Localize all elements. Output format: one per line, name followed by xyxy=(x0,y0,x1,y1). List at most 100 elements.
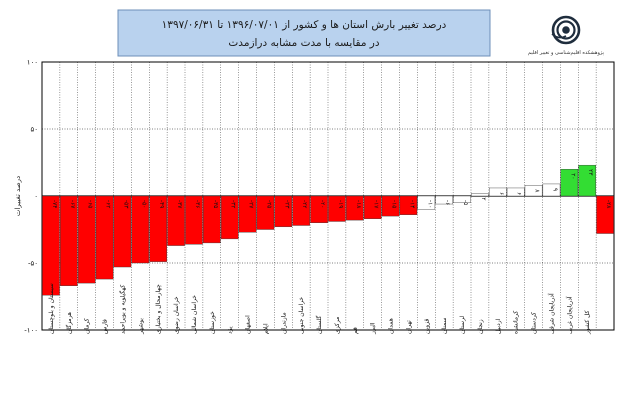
category-label: تهران xyxy=(405,320,412,334)
value-label: -۱۹ xyxy=(337,200,343,208)
category-label: کل کشور xyxy=(584,310,591,335)
bar xyxy=(489,187,507,197)
value-label: -۶۲ xyxy=(105,200,111,208)
value-label: -۶ xyxy=(444,200,450,205)
value-label: -۱۷ xyxy=(373,200,379,208)
organization-name: پژوهشکده اقلیم‌شناسی و تغییر اقلیم xyxy=(528,50,605,56)
bar xyxy=(310,195,328,223)
category-label: گلستان xyxy=(315,316,323,334)
value-label: -۶۵ xyxy=(87,200,93,208)
category-label: مازندران xyxy=(280,312,287,334)
value-label: ۲ xyxy=(480,197,486,200)
bar xyxy=(95,195,114,280)
category-label: بوشهر xyxy=(137,318,144,335)
bar xyxy=(328,195,346,222)
category-label: خراسان شمالی xyxy=(191,295,198,334)
category-label: فارس xyxy=(102,319,109,334)
value-label: -۵۳ xyxy=(122,200,128,208)
category-label: آذربایجان شرقی xyxy=(546,293,555,334)
category-labels-group: سیستان و بلوچستان هرمزگان کرمان فارس کهگیلوی… xyxy=(48,283,591,335)
value-label: -۳۷ xyxy=(176,200,182,208)
value-label: -۴۹ xyxy=(158,200,164,208)
y-tick-label: ۱۰۰ xyxy=(27,59,38,67)
bar xyxy=(185,195,203,245)
value-label: -۲۰ xyxy=(319,200,325,208)
category-label: چهارمحال و بختیاری xyxy=(155,284,162,334)
bars-group xyxy=(42,164,614,296)
category-label: کرمان xyxy=(84,318,91,334)
bar xyxy=(60,195,78,286)
organization-logo xyxy=(551,15,581,45)
y-axis-label: درصد تغییرات xyxy=(14,176,22,216)
category-label: البرز xyxy=(370,322,377,335)
y-tick-label: ۵۰ xyxy=(30,126,38,134)
bar xyxy=(596,195,614,234)
y-tick-label: -۱۰۰ xyxy=(24,327,38,335)
category-label: اردبیل xyxy=(495,318,502,334)
bar xyxy=(167,195,185,246)
bar xyxy=(149,195,167,262)
value-label: ۶ xyxy=(498,192,504,195)
value-label: ۹ xyxy=(551,188,557,191)
bar xyxy=(346,195,364,221)
value-label: -۱۵ xyxy=(391,200,397,208)
bar xyxy=(292,195,310,226)
bar xyxy=(220,195,239,240)
bar xyxy=(77,195,96,284)
value-label: ۲۰ xyxy=(569,173,575,179)
bar xyxy=(363,195,382,219)
category-label: کرمانشاه xyxy=(513,311,520,334)
category-label: زنجان xyxy=(477,319,484,334)
category-label: قزوین xyxy=(423,319,430,334)
category-label: همدان xyxy=(388,318,395,334)
category-label: اصفهان xyxy=(245,315,252,334)
bar xyxy=(381,195,400,217)
category-label: کهگیلویه و بویراحمد xyxy=(118,285,126,334)
value-label: -۲۸ xyxy=(605,200,611,208)
value-labels-group: -۷۴ -۶۷ -۶۵ -۶۲ -۵۳ -۵۰ -۴۹ -۳۷ -۳۶ -۳۵ -۳۲ -۲۷ -۲۵-… xyxy=(51,169,611,208)
bar xyxy=(578,164,596,197)
value-label: -۱۴ xyxy=(408,200,414,208)
category-label: لرستان xyxy=(459,316,466,334)
category-label: قم xyxy=(352,327,359,334)
category-label: آذربایجان غربی xyxy=(564,296,573,334)
value-label: -۷۴ xyxy=(51,200,57,208)
y-ticks-group: -۱۰۰ -۵۰ ۰ ۵۰ ۱۰۰ xyxy=(24,59,38,335)
value-label: -۵۰ xyxy=(140,200,146,208)
value-label: -۲۲ xyxy=(301,200,307,208)
value-label: -۶۷ xyxy=(69,200,75,208)
category-label: خوزستان xyxy=(209,311,216,334)
category-label: مرکزی xyxy=(334,317,341,334)
bar xyxy=(274,195,293,228)
bar xyxy=(399,195,418,215)
category-label: هرمزگان xyxy=(65,312,73,334)
bar xyxy=(203,195,221,244)
category-label: خراسان رضوی xyxy=(173,296,180,334)
bar xyxy=(131,195,150,264)
chart-subtitle: در مقایسه با مدت مشابه درازمدت xyxy=(228,37,379,49)
category-label: کردستان xyxy=(531,312,538,334)
value-label: -۲۷ xyxy=(248,200,254,208)
value-label: -۳۲ xyxy=(230,200,236,208)
value-label: -۳۵ xyxy=(212,200,218,208)
value-label: -۵ xyxy=(462,200,468,205)
bar xyxy=(524,185,543,197)
chart-title: درصد تغییر بارش استان ها و کشور از ۱۳۹۶/… xyxy=(162,19,447,31)
bar xyxy=(506,187,525,197)
bar xyxy=(42,195,60,296)
value-label: -۲۵ xyxy=(265,200,271,208)
bar xyxy=(560,168,579,197)
category-label: سمنان xyxy=(441,317,448,334)
value-label: ۶ xyxy=(516,192,522,195)
value-label: ۲۳ xyxy=(587,169,593,175)
bar xyxy=(113,195,132,268)
category-label: سیستان و بلوچستان xyxy=(48,283,55,334)
category-label: یزد xyxy=(227,326,234,334)
category-label: خراسان جنوبی xyxy=(298,297,305,334)
bar xyxy=(453,195,471,203)
value-label: ۸ xyxy=(534,189,540,192)
bar xyxy=(238,195,257,233)
y-tick-label: ۰ xyxy=(34,193,38,201)
